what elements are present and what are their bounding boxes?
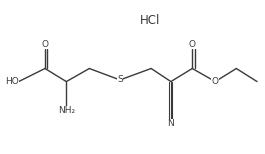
Text: O: O	[212, 77, 219, 86]
Text: N: N	[167, 119, 174, 128]
Text: NH₂: NH₂	[58, 106, 75, 115]
Text: HO: HO	[5, 77, 19, 86]
Text: O: O	[189, 40, 196, 49]
Text: HCl: HCl	[140, 14, 160, 27]
Text: S: S	[117, 75, 123, 84]
Text: O: O	[41, 40, 48, 49]
